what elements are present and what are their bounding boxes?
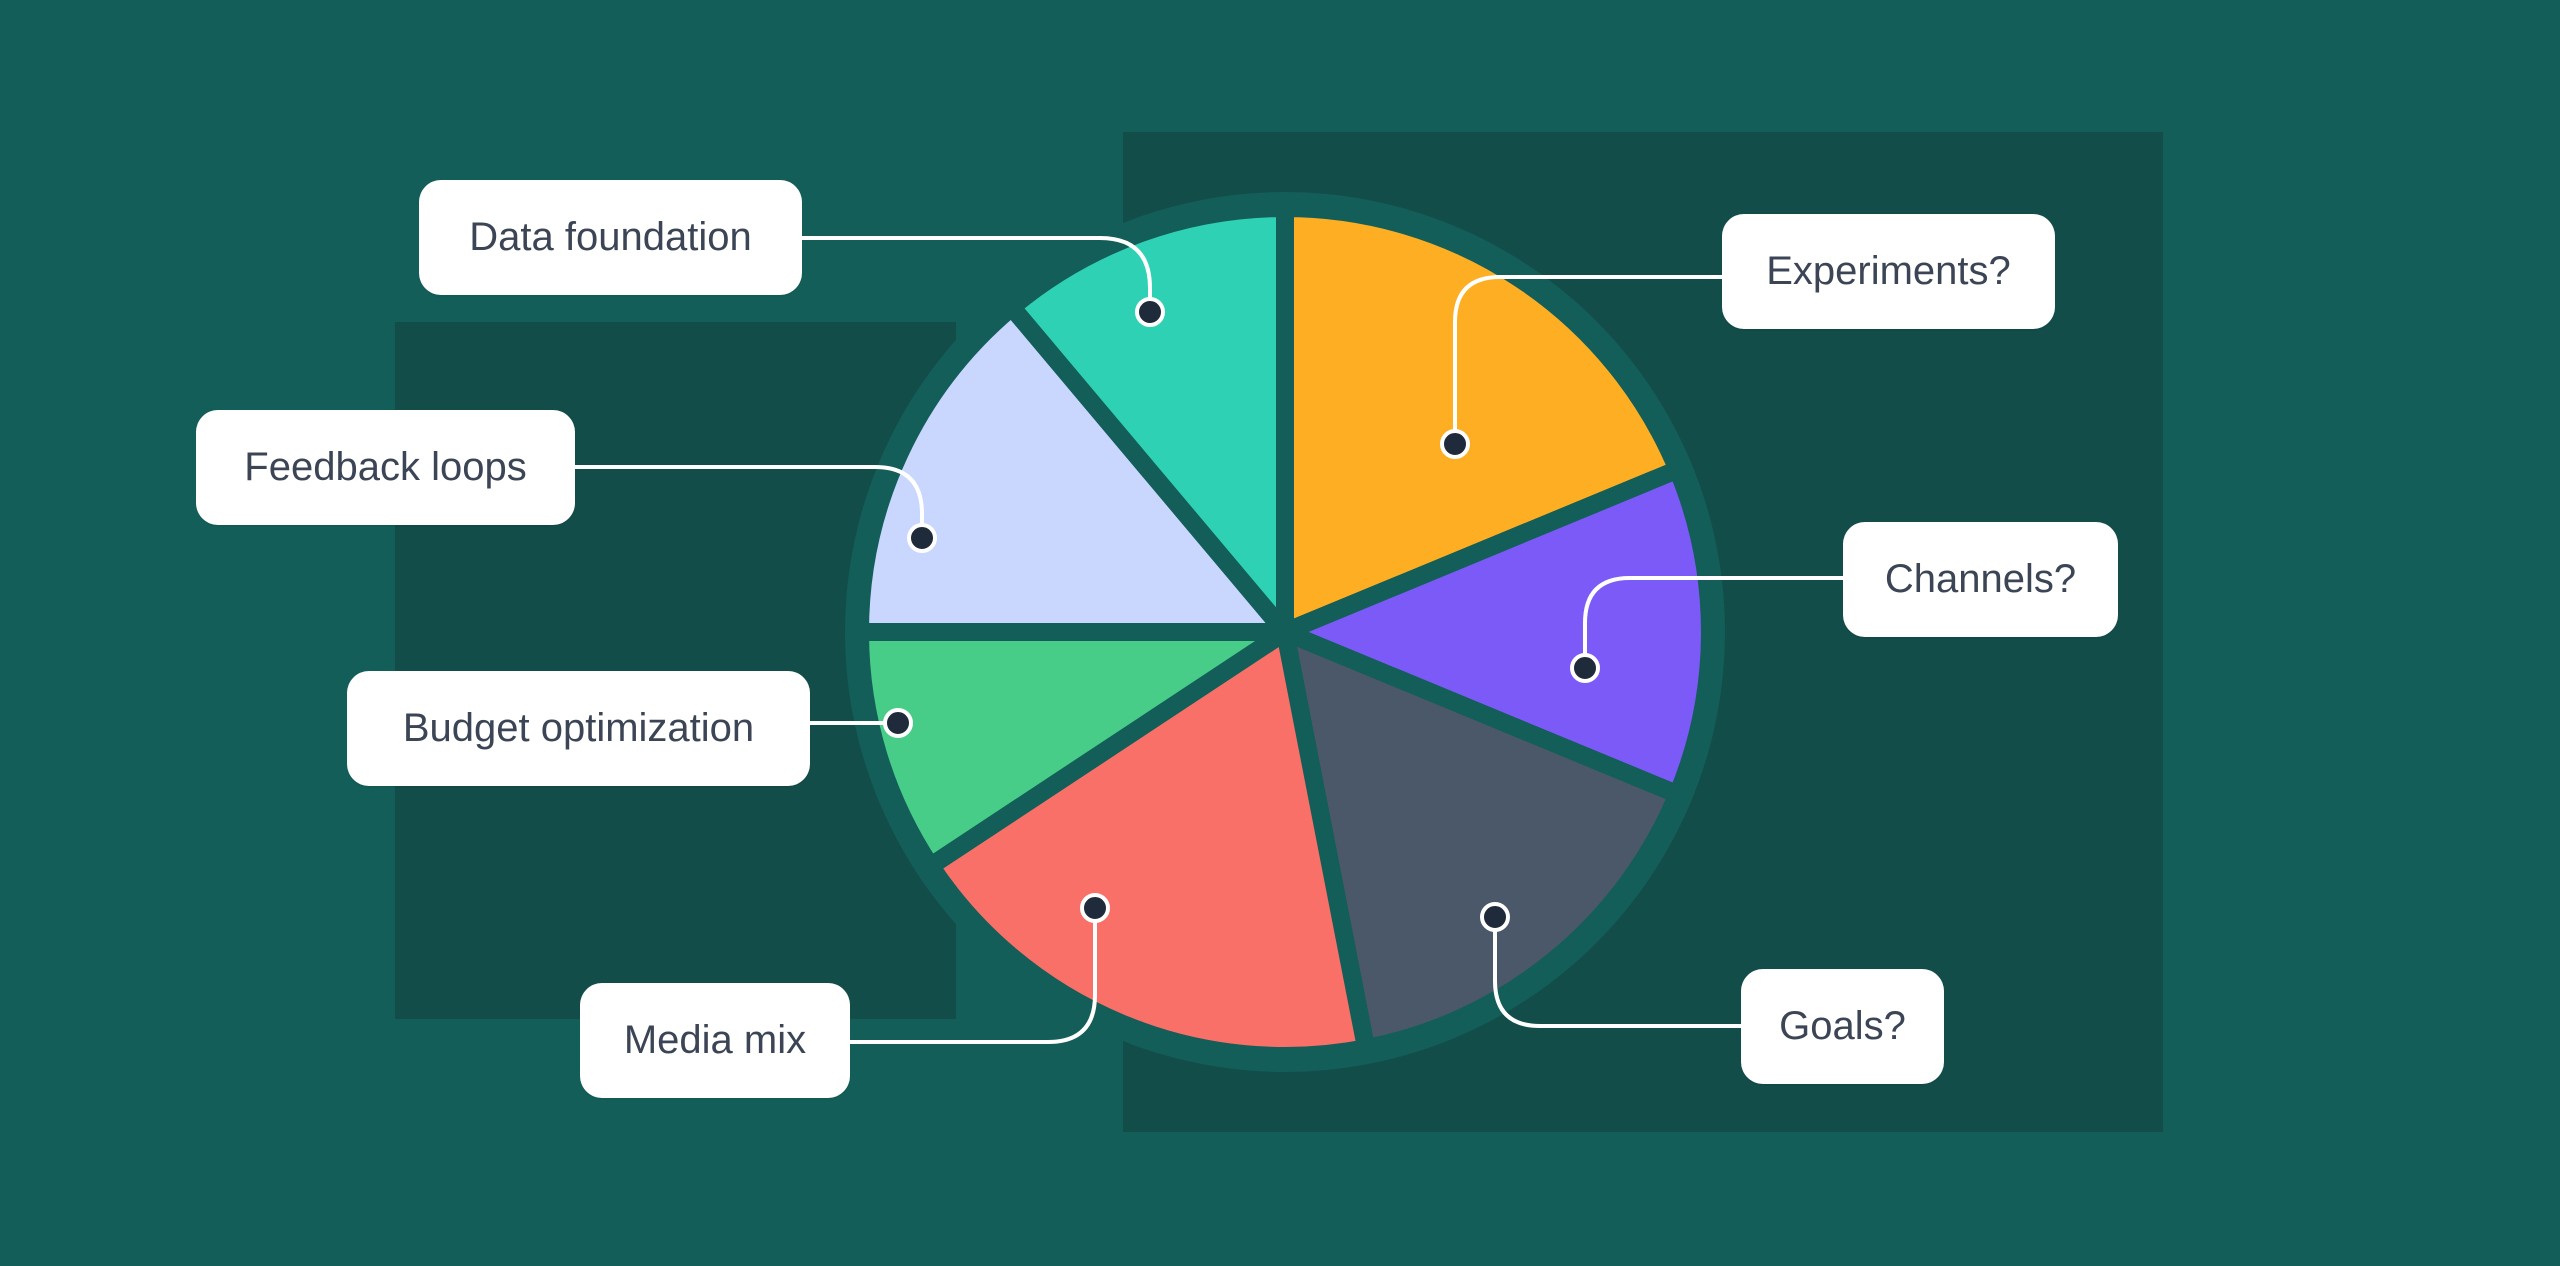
marker-budget-optimization (883, 708, 913, 738)
pie-slice-budget-optimization (851, 623, 1294, 875)
connector-feedback-loops (571, 465, 924, 540)
marker-media-mix (1080, 893, 1110, 923)
label-data-foundation: Data foundation (419, 180, 802, 295)
connector-data-foundation (798, 236, 1152, 314)
connector-channels (1583, 576, 1846, 670)
connector-media-mix (846, 906, 1097, 1044)
label-media-mix: Media mix (580, 983, 850, 1098)
pie-slice-experiments (1276, 199, 1687, 641)
label-experiments: Experiments? (1722, 214, 2055, 329)
marker-goals (1480, 902, 1510, 932)
label-goals: Goals? (1741, 969, 1944, 1084)
connector-goals (1493, 915, 1744, 1028)
pie-slice-feedback-loops (851, 298, 1294, 641)
marker-channels (1570, 653, 1600, 683)
pie-slice-channels (1276, 460, 1719, 804)
pie-slice-data-foundation (1002, 199, 1294, 641)
label-channels: Channels? (1843, 522, 2118, 637)
label-feedback-loops: Feedback loops (196, 410, 575, 525)
marker-data-foundation (1135, 297, 1165, 327)
marker-feedback-loops (907, 523, 937, 553)
marker-experiments (1440, 429, 1470, 459)
pie-slice-media-mix (921, 623, 1376, 1065)
label-budget-optimization: Budget optimization (347, 671, 810, 786)
pie-slice-goals (1276, 623, 1687, 1058)
connector-experiments (1453, 275, 1725, 446)
